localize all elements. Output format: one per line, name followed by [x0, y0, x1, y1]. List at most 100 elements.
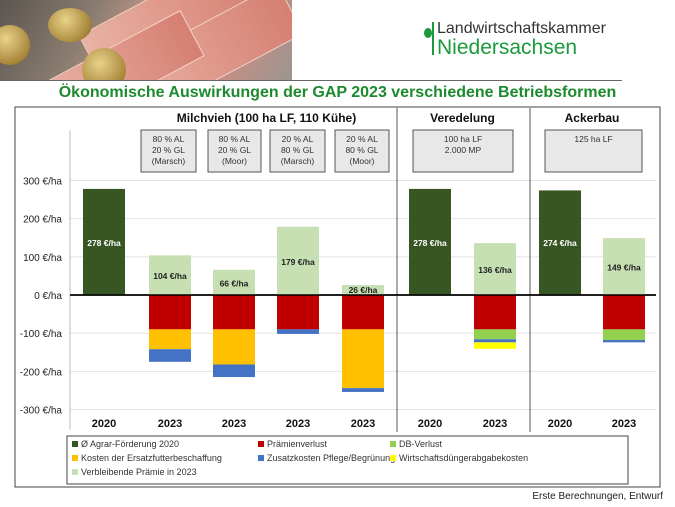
- bar-segment-verbleibende-pr-mie-in-2023: [277, 226, 319, 295]
- group-title: Veredelung: [430, 111, 495, 125]
- x-tick-label: 2020: [92, 418, 116, 430]
- data-label: 26 €/ha: [349, 285, 378, 295]
- header-divider: [0, 80, 622, 81]
- header-photo-euro-banknotes: [0, 0, 292, 80]
- data-label: 278 €/ha: [87, 238, 121, 248]
- scenario-box: [207, 129, 262, 173]
- bar-segment-kosten-der-ersatzfutterbeschaffung: [213, 329, 255, 365]
- scenario-box-text: 100 ha LF: [444, 134, 482, 144]
- bar-segment-pr-mienverlust: [603, 295, 645, 330]
- legend-label: Zusatzkosten Pflege/Begrünung: [267, 453, 395, 463]
- scenario-box-text: 20 % AL: [282, 134, 314, 144]
- legend-swatch: [258, 441, 264, 447]
- bar-segment-pr-mienverlust: [474, 295, 516, 330]
- legend: [66, 435, 629, 485]
- scenario-box-text: 80 % GL: [345, 145, 378, 155]
- bar-segment--agrar-f-rderung-2020: [539, 190, 581, 295]
- scenario-box-text: 2.000 MP: [445, 145, 482, 155]
- footnote: Erste Berechnungen, Entwurf: [532, 491, 663, 502]
- x-tick-label: 2020: [548, 418, 572, 430]
- bar-segment-db-verlust: [474, 329, 516, 340]
- legend-label: Verbleibende Prämie in 2023: [81, 467, 197, 477]
- x-tick-label: 2023: [612, 418, 636, 430]
- bar-segment-db-verlust: [603, 329, 645, 341]
- scenario-box-text: 20 % GL: [152, 145, 185, 155]
- bar-segment-verbleibende-pr-mie-in-2023: [603, 238, 645, 295]
- scenario-box-text: 125 ha LF: [574, 134, 612, 144]
- bar-segment-verbleibende-pr-mie-in-2023: [474, 243, 516, 295]
- y-tick-label: 100 €/ha: [23, 253, 62, 264]
- x-tick-label: 2023: [222, 418, 246, 430]
- legend-swatch: [390, 455, 396, 461]
- y-tick-label: 0 €/ha: [34, 291, 62, 302]
- scenario-box-text: 80 % GL: [281, 145, 314, 155]
- bar-segment--agrar-f-rderung-2020: [409, 188, 451, 295]
- bar-segment-pr-mienverlust: [277, 295, 319, 330]
- slide-title: Ökonomische Auswirkungen der GAP 2023 ve…: [58, 84, 617, 101]
- chart-frame: [14, 106, 661, 488]
- x-tick-label: 2023: [286, 418, 310, 430]
- scenario-box-text: (Marsch): [281, 156, 315, 166]
- bar-segment-verbleibende-pr-mie-in-2023: [149, 255, 191, 295]
- y-tick-label: 300 €/ha: [23, 177, 62, 188]
- scenario-box-text: (Moor): [222, 156, 247, 166]
- scenario-box: [269, 129, 326, 173]
- scenario-box-text: 20 % GL: [218, 145, 251, 155]
- y-tick-label: -300 €/ha: [20, 406, 63, 417]
- y-tick-label: -100 €/ha: [20, 329, 63, 340]
- data-label: 66 €/ha: [220, 278, 249, 288]
- legend-swatch: [390, 441, 396, 447]
- legend-swatch: [258, 455, 264, 461]
- legend-label: Prämienverlust: [267, 439, 328, 449]
- bar-segment--agrar-f-rderung-2020: [83, 188, 125, 295]
- scenario-box: [412, 129, 514, 173]
- data-label: 274 €/ha: [543, 238, 577, 248]
- bar-segment-pr-mienverlust: [213, 295, 255, 330]
- bar-segment-pr-mienverlust: [342, 295, 384, 330]
- scenario-box: [544, 129, 643, 173]
- scenario-box-text: 20 % AL: [346, 134, 378, 144]
- data-label: 136 €/ha: [478, 265, 512, 275]
- logo-leaf-icon: [424, 28, 432, 38]
- logo-text-line2: Niedersachsen: [437, 36, 578, 59]
- data-label: 104 €/ha: [153, 271, 187, 281]
- bar-segment-wirtschaftsd-ngerabgabekosten: [474, 342, 516, 349]
- logo-text-line1: Landwirtschaftskammer: [437, 20, 606, 37]
- scenario-box-text: 80 % AL: [219, 134, 251, 144]
- legend-label: Kosten der Ersatzfutterbeschaffung: [81, 453, 222, 463]
- data-label: 278 €/ha: [413, 238, 447, 248]
- x-tick-label: 2020: [418, 418, 442, 430]
- bar-segment-zusatzkosten-pflege-begr-nung: [342, 388, 384, 392]
- legend-label: Ø Agrar-Förderung 2020: [81, 439, 179, 449]
- scenario-box-text: (Moor): [349, 156, 374, 166]
- bar-segment-zusatzkosten-pflege-begr-nung: [277, 329, 319, 334]
- scenario-box-text: (Marsch): [152, 156, 186, 166]
- bar-segment-zusatzkosten-pflege-begr-nung: [149, 349, 191, 362]
- bar-segment-zusatzkosten-pflege-begr-nung: [474, 339, 516, 343]
- bar-segment-kosten-der-ersatzfutterbeschaffung: [149, 329, 191, 350]
- bar-segment-zusatzkosten-pflege-begr-nung: [213, 364, 255, 378]
- bar-segment-verbleibende-pr-mie-in-2023: [213, 269, 255, 295]
- group-title: Milchvieh (100 ha LF, 110 Kühe): [177, 111, 356, 125]
- bar-segment-verbleibende-pr-mie-in-2023: [342, 285, 384, 295]
- data-label: 149 €/ha: [607, 263, 641, 273]
- legend-swatch: [72, 469, 78, 475]
- legend-swatch: [72, 455, 78, 461]
- scenario-box: [334, 129, 390, 173]
- bar-segment-kosten-der-ersatzfutterbeschaffung: [342, 329, 384, 389]
- legend-label: Wirtschaftsdüngerabgabekosten: [399, 453, 528, 463]
- scenario-box: [140, 129, 197, 173]
- y-tick-label: -200 €/ha: [20, 367, 63, 378]
- data-label: 179 €/ha: [281, 257, 315, 267]
- bar-segment-pr-mienverlust: [149, 295, 191, 330]
- group-title: Ackerbau: [565, 111, 620, 125]
- legend-swatch: [72, 441, 78, 447]
- x-tick-label: 2023: [158, 418, 182, 430]
- scenario-box-text: 80 % AL: [153, 134, 185, 144]
- x-tick-label: 2023: [483, 418, 507, 430]
- x-tick-label: 2023: [351, 418, 375, 430]
- y-tick-label: 200 €/ha: [23, 215, 62, 226]
- legend-label: DB-Verlust: [399, 439, 443, 449]
- bar-segment-zusatzkosten-pflege-begr-nung: [603, 340, 645, 343]
